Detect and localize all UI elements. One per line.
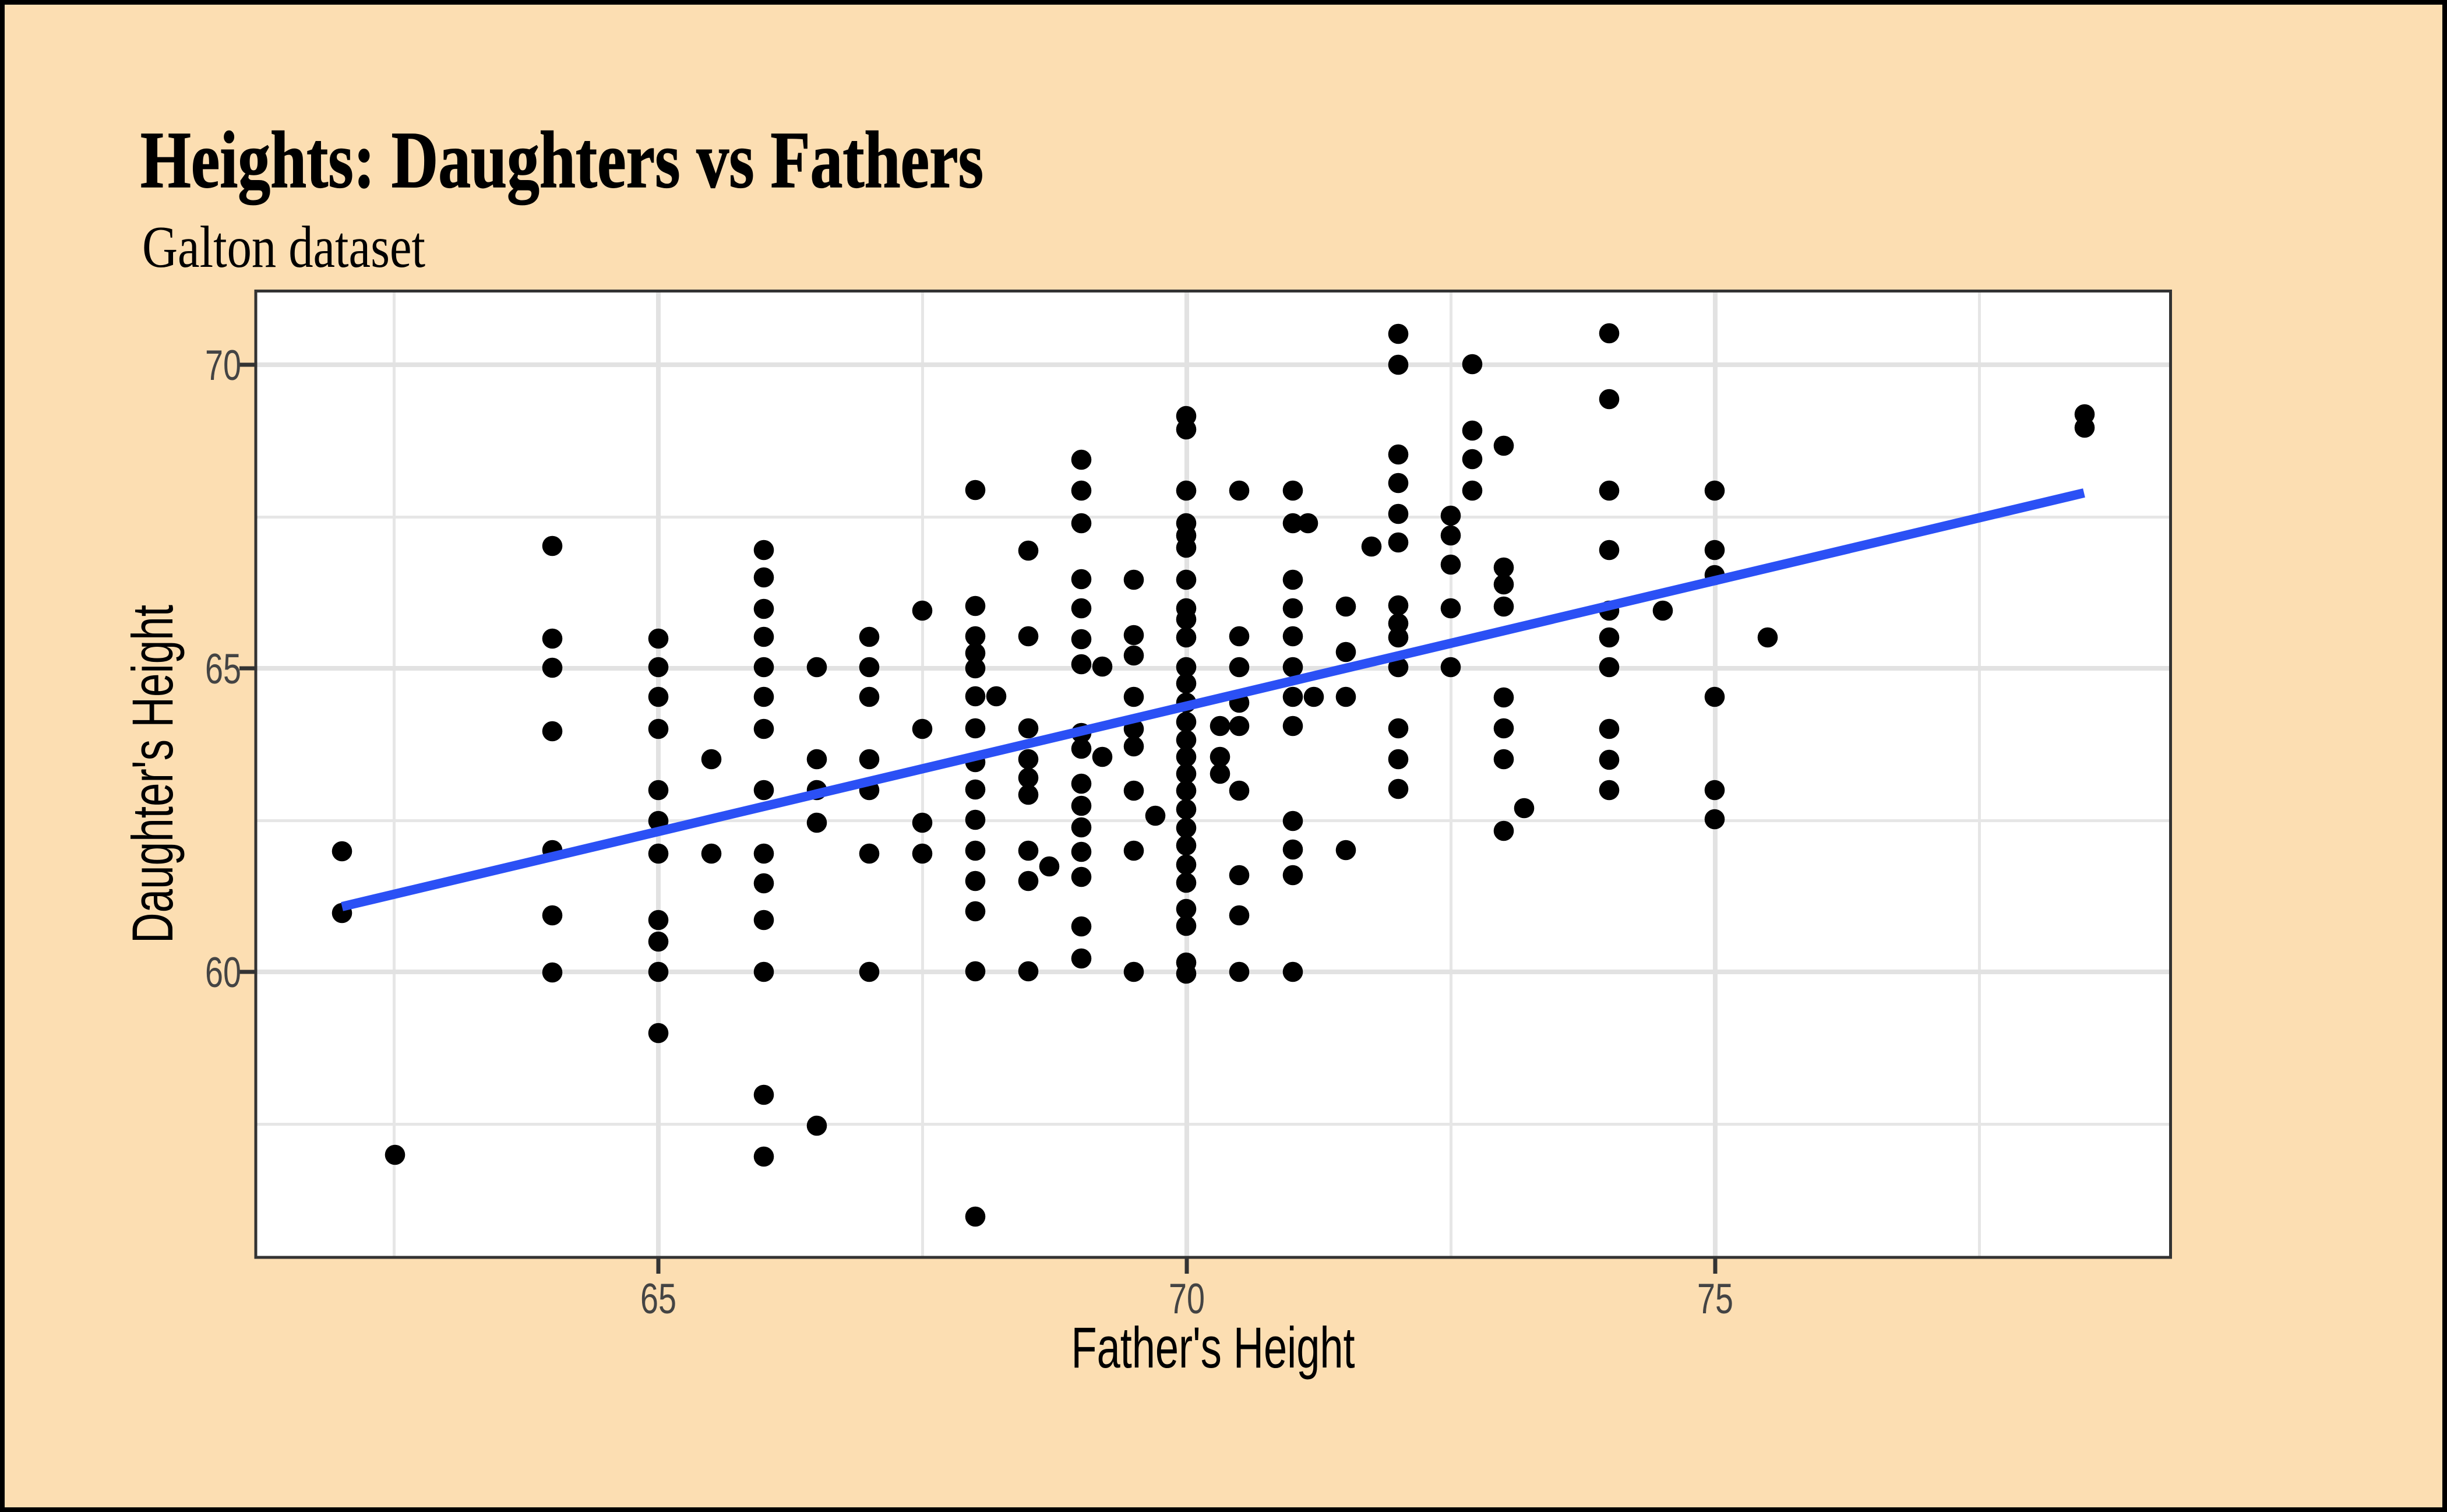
svg-text:70: 70 — [205, 342, 241, 389]
svg-text:Daughter's Height: Daughter's Height — [120, 605, 185, 943]
svg-text:Heights: Daughters vs Fathers: Heights: Daughters vs Fathers — [140, 115, 983, 205]
svg-text:Galton dataset: Galton dataset — [142, 214, 425, 280]
svg-text:75: 75 — [1697, 1275, 1733, 1323]
svg-text:Father's Height: Father's Height — [1071, 1315, 1355, 1380]
svg-text:65: 65 — [205, 646, 241, 693]
svg-text:65: 65 — [640, 1275, 676, 1323]
svg-text:70: 70 — [1169, 1275, 1205, 1323]
svg-text:60: 60 — [205, 949, 241, 996]
